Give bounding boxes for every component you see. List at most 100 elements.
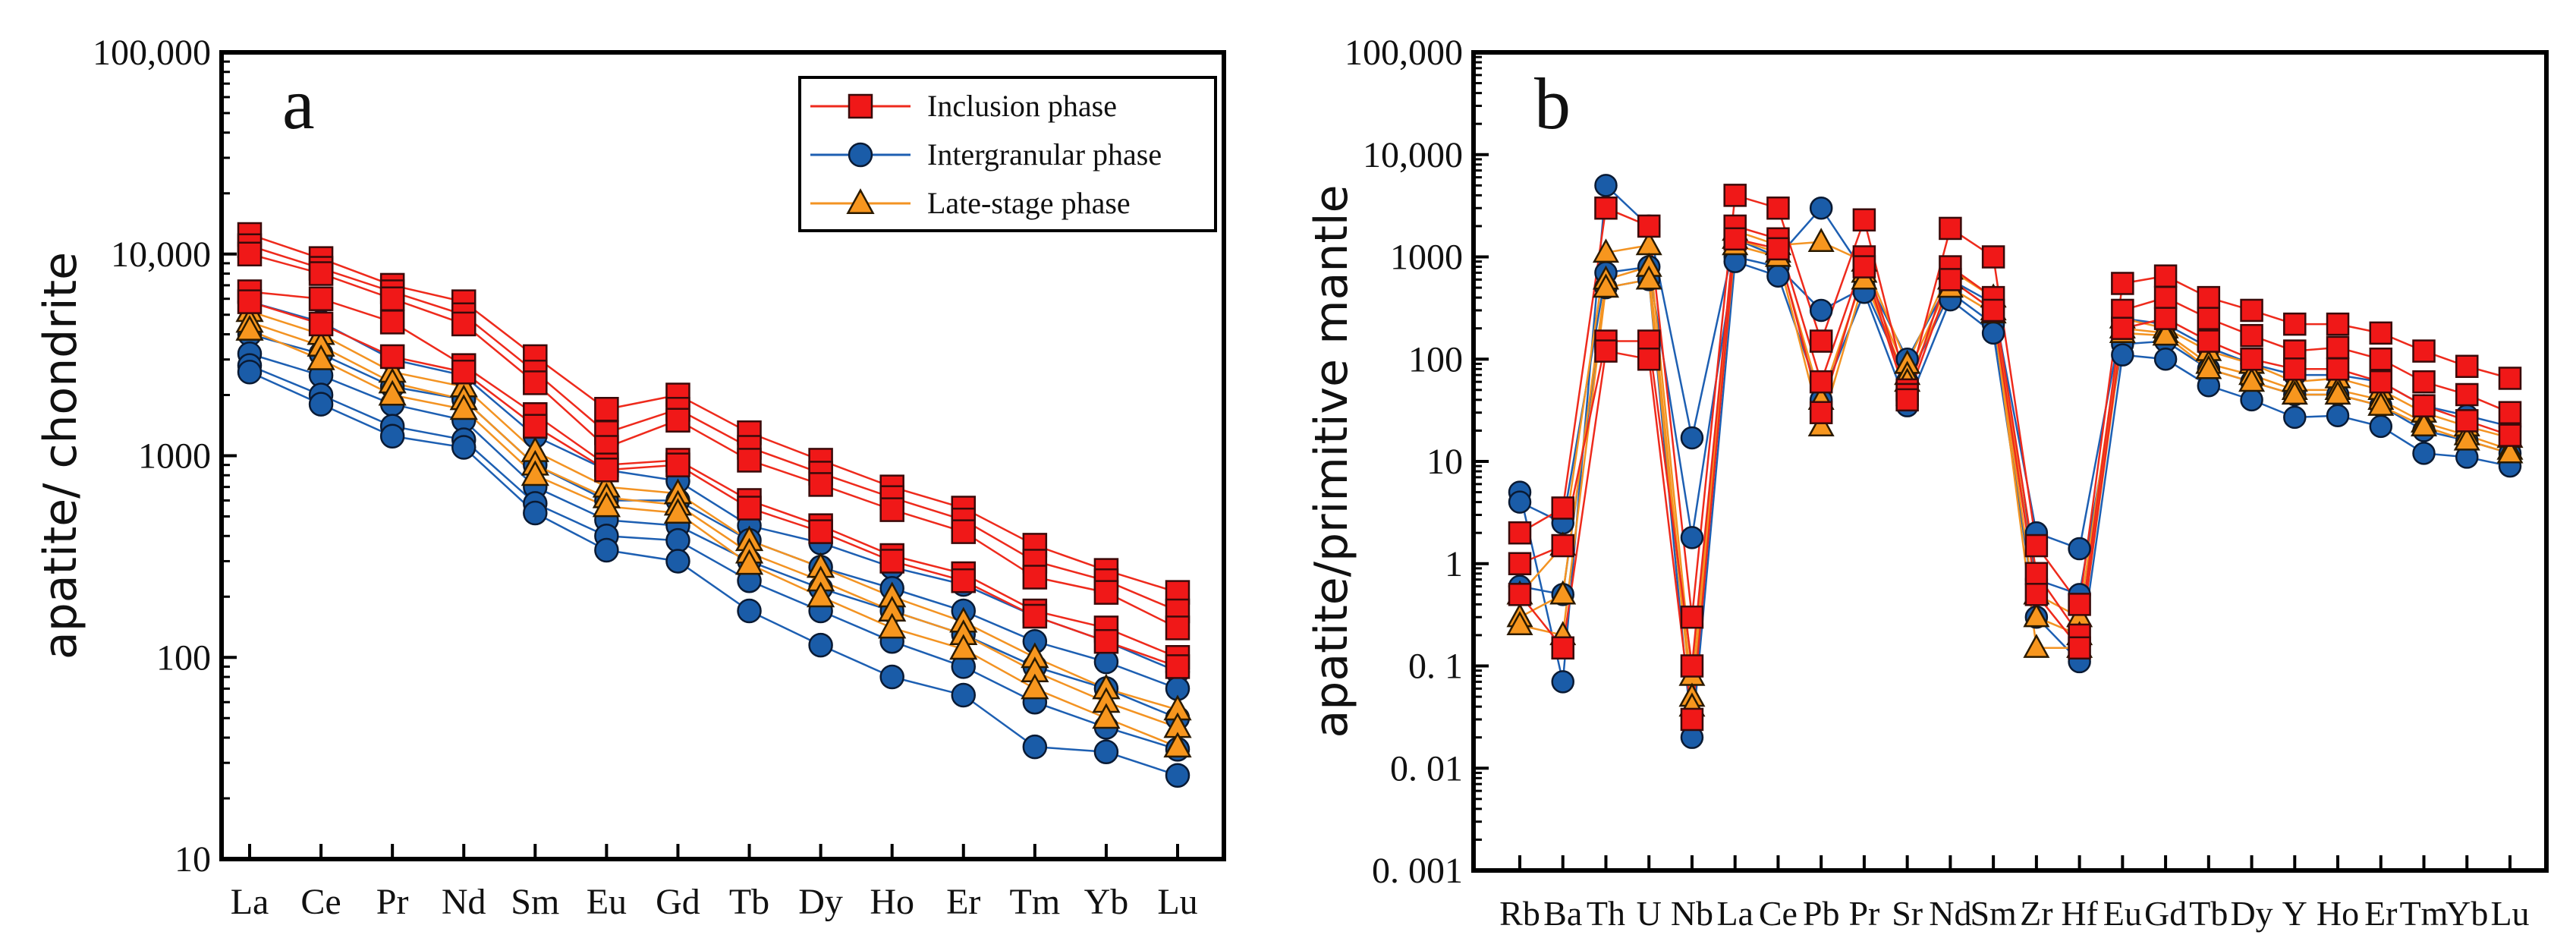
square-marker: [2068, 593, 2091, 616]
series-line-intergranular: [1519, 255, 2511, 596]
x-tick-label-Lu: Lu: [2490, 894, 2529, 933]
square-marker: [951, 519, 977, 544]
circle-marker: [879, 664, 904, 690]
square-marker: [2498, 367, 2522, 390]
square-marker: [2153, 285, 2178, 310]
square-marker: [237, 241, 263, 266]
y-tick-label: 0. 001: [1372, 851, 1463, 891]
square-marker: [1637, 214, 1661, 238]
x-tick-label-Gd: Gd: [656, 882, 700, 922]
circle-marker: [237, 359, 263, 385]
legend-item-late: Late-stage phase: [810, 186, 1131, 220]
circle-marker: [1766, 264, 1790, 288]
square-marker: [2197, 329, 2221, 353]
square-marker: [1508, 583, 1532, 606]
y-tick-label: 100: [156, 637, 211, 678]
circle-marker: [848, 142, 873, 168]
square-marker: [379, 344, 405, 370]
square-marker: [1165, 654, 1190, 679]
square-marker: [1723, 184, 1747, 207]
square-marker: [2153, 264, 2178, 288]
square-marker: [2153, 307, 2178, 330]
triangle-marker: [449, 394, 478, 420]
triangle-marker: [2281, 380, 2308, 405]
triangle-marker: [1807, 412, 1835, 437]
x-tick-label-Er: Er: [2364, 894, 2397, 933]
legend-item-intergranular: Intergranular phase: [810, 137, 1162, 172]
square-marker: [808, 519, 833, 544]
square-marker: [1680, 654, 1704, 678]
triangle-marker: [2324, 380, 2351, 405]
square-marker: [1637, 348, 1661, 371]
square-marker: [237, 289, 263, 314]
square-marker: [665, 408, 690, 433]
y-tick-label: 100: [1408, 339, 1463, 379]
triangle-marker: [378, 379, 407, 406]
square-marker: [2412, 394, 2436, 417]
legend-label: Intergranular phase: [927, 137, 1162, 172]
x-tick-label-Pr: Pr: [1848, 894, 1879, 933]
legend: Inclusion phase Intergranular phase Late-s…: [798, 76, 1217, 232]
circle-marker: [1594, 174, 1618, 197]
y-tick-label: 0. 01: [1390, 748, 1463, 788]
y-tick-label: 1: [1445, 544, 1463, 584]
x-tick-label-Ce: Ce: [1759, 894, 1798, 933]
square-marker: [1939, 216, 1962, 241]
triangle-marker: [1635, 265, 1662, 290]
x-tick-label-Y: Y: [2282, 894, 2307, 933]
y-axis-title: apatite/ chondrite: [34, 252, 87, 659]
square-marker: [1680, 605, 1704, 629]
circle-marker: [1809, 196, 1833, 220]
square-marker: [523, 370, 548, 395]
square-marker: [2326, 357, 2350, 381]
square-marker: [594, 397, 619, 422]
square-marker: [2240, 348, 2263, 371]
circle-marker: [1551, 670, 1574, 694]
square-marker: [2024, 562, 2049, 586]
square-marker: [2197, 307, 2221, 330]
circle-marker: [523, 500, 548, 526]
square-marker: [1551, 496, 1574, 520]
square-marker: [1766, 196, 1790, 220]
square-marker: [2111, 316, 2134, 340]
square-marker: [879, 549, 904, 574]
x-tick-label-Ho: Ho: [870, 882, 914, 922]
panel-label: b: [1534, 63, 1571, 144]
series-line-inclusion: [1519, 194, 2511, 618]
x-tick-label-La: La: [1716, 894, 1754, 933]
square-marker: [2498, 423, 2522, 447]
square-marker: [2455, 382, 2479, 407]
y-tick-label: 1000: [138, 436, 211, 477]
square-marker: [1981, 245, 2005, 269]
triangle-marker: [878, 612, 907, 639]
triangle-marker: [846, 188, 875, 214]
circle-marker: [451, 435, 477, 460]
square-marker: [737, 448, 762, 473]
triangle-marker: [2238, 367, 2266, 392]
x-tick-label-Yb: Yb: [1084, 882, 1129, 922]
y-tick-label: 10: [175, 839, 211, 880]
triangle-marker: [1549, 580, 1577, 605]
square-marker: [2326, 335, 2350, 360]
circle-marker: [808, 632, 833, 658]
series-line-late: [1519, 244, 2511, 707]
triangle-marker: [307, 344, 335, 370]
panel-b-primitive-mantle-spider-plot: 0. 001 0. 01 0. 1 1 10 100 1000 10,000 100,000 Rb…: [1305, 33, 2549, 933]
square-marker: [1723, 227, 1747, 251]
square-marker: [2068, 636, 2091, 660]
x-tick-label-Pr: Pr: [376, 882, 409, 922]
legend-item-inclusion: Inclusion phase: [810, 89, 1117, 123]
square-marker: [2369, 348, 2393, 371]
circle-marker: [1093, 739, 1119, 765]
square-marker: [1895, 388, 1919, 412]
square-marker: [1809, 329, 1833, 353]
x-tick-label-Tb: Tb: [729, 882, 769, 922]
triangle-marker: [2367, 391, 2395, 416]
square-marker: [1594, 339, 1618, 363]
y-tick-label: 10,000: [1363, 135, 1463, 175]
x-tick-label-Er: Er: [946, 882, 980, 922]
circle-marker: [379, 423, 405, 449]
x-tick-label-Eu: Eu: [587, 882, 627, 922]
x-tick-label-Rb: Rb: [1499, 894, 1540, 933]
